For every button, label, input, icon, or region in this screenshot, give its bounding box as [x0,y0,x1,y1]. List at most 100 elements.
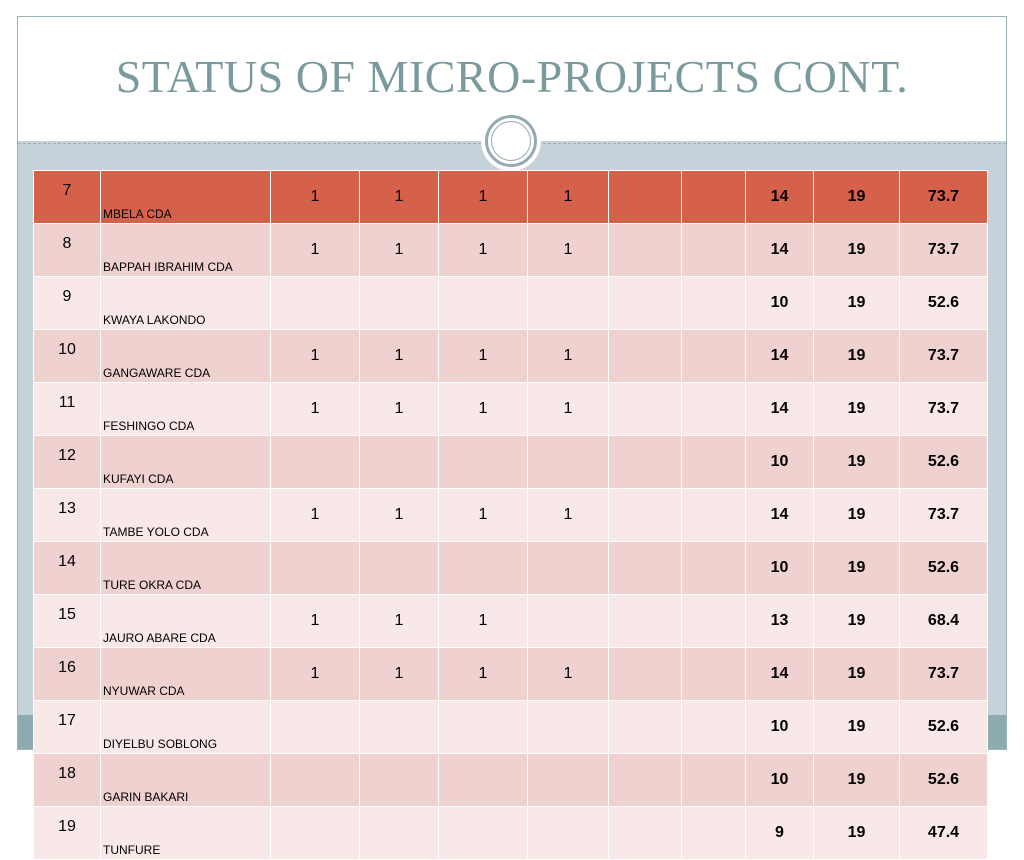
row-number-cell: 16 [33,647,101,701]
row-number-cell: 18 [33,753,101,807]
total-score-cell: 13 [745,594,814,648]
criterion-4-cell [527,435,609,489]
project-name-cell: KUFAYI CDA [100,435,271,489]
criterion-4-cell: 1 [527,382,609,436]
total-score-cell: 10 [745,435,814,489]
project-name-cell: TURE OKRA CDA [100,541,271,595]
criterion-2-cell: 1 [359,488,439,542]
criterion-6-cell [681,541,746,595]
project-name-cell: TAMBE YOLO CDA [100,488,271,542]
criterion-1-cell: 1 [270,382,360,436]
total-score-cell: 14 [745,647,814,701]
project-name-cell: JAURO ABARE CDA [100,594,271,648]
criterion-1-cell [270,806,360,860]
criterion-2-cell [359,700,439,754]
criterion-1-cell [270,700,360,754]
criterion-4-cell: 1 [527,329,609,383]
table-row: 15 JAURO ABARE CDA 1 1 1 13 19 68.4 [33,594,988,648]
criterion-6-cell [681,647,746,701]
criterion-3-cell [438,753,528,807]
table-row: 16 NYUWAR CDA 1 1 1 1 14 19 73.7 [33,647,988,701]
row-number-cell: 14 [33,541,101,595]
criterion-5-cell [608,647,682,701]
criterion-3-cell [438,806,528,860]
percentage-cell: 47.4 [899,806,988,860]
table-row: 7 MBELA CDA 1 1 1 1 14 19 73.7 [33,170,988,224]
criterion-2-cell [359,435,439,489]
project-name-cell: KWAYA LAKONDO [100,276,271,330]
row-number-cell: 12 [33,435,101,489]
row-number-cell: 11 [33,382,101,436]
criterion-3-cell [438,541,528,595]
max-score-cell: 19 [813,541,900,595]
criterion-2-cell: 1 [359,329,439,383]
criterion-1-cell: 1 [270,594,360,648]
criterion-6-cell [681,223,746,277]
criterion-3-cell: 1 [438,382,528,436]
circle-ornament-inner [491,121,531,161]
criterion-1-cell: 1 [270,329,360,383]
percentage-cell: 52.6 [899,435,988,489]
criterion-1-cell [270,753,360,807]
table-row: 10 GANGAWARE CDA 1 1 1 1 14 19 73.7 [33,329,988,383]
row-number-cell: 10 [33,329,101,383]
criterion-4-cell [527,700,609,754]
criterion-2-cell [359,276,439,330]
max-score-cell: 19 [813,223,900,277]
table-row: 8 BAPPAH IBRAHIM CDA 1 1 1 1 14 19 73.7 [33,223,988,277]
percentage-cell: 73.7 [899,488,988,542]
row-number-cell: 9 [33,276,101,330]
criterion-4-cell: 1 [527,488,609,542]
criterion-5-cell [608,541,682,595]
micro-projects-table: 7 MBELA CDA 1 1 1 1 14 19 73.7 8 BAPPAH IBRAHIM CD… [33,170,988,860]
criterion-6-cell [681,329,746,383]
max-score-cell: 19 [813,276,900,330]
percentage-cell: 73.7 [899,382,988,436]
criterion-1-cell [270,541,360,595]
row-number-cell: 19 [33,806,101,860]
criterion-1-cell [270,276,360,330]
criterion-5-cell [608,700,682,754]
table-row: 14 TURE OKRA CDA 10 19 52.6 [33,541,988,595]
criterion-2-cell [359,541,439,595]
total-score-cell: 10 [745,541,814,595]
criterion-1-cell: 1 [270,223,360,277]
criterion-5-cell [608,806,682,860]
table-row: 18 GARIN BAKARI 10 19 52.6 [33,753,988,807]
max-score-cell: 19 [813,329,900,383]
percentage-cell: 52.6 [899,276,988,330]
criterion-1-cell: 1 [270,647,360,701]
criterion-5-cell [608,276,682,330]
percentage-cell: 73.7 [899,223,988,277]
criterion-3-cell: 1 [438,329,528,383]
criterion-3-cell [438,435,528,489]
criterion-4-cell [527,541,609,595]
max-score-cell: 19 [813,488,900,542]
table-row: 12 KUFAYI CDA 10 19 52.6 [33,435,988,489]
criterion-2-cell [359,753,439,807]
project-name-cell: BAPPAH IBRAHIM CDA [100,223,271,277]
criterion-4-cell [527,594,609,648]
criterion-2-cell: 1 [359,223,439,277]
criterion-5-cell [608,382,682,436]
max-score-cell: 19 [813,753,900,807]
criterion-6-cell [681,435,746,489]
criterion-6-cell [681,594,746,648]
max-score-cell: 19 [813,594,900,648]
percentage-cell: 52.6 [899,541,988,595]
max-score-cell: 19 [813,806,900,860]
criterion-2-cell [359,806,439,860]
criterion-5-cell [608,329,682,383]
table-row: 17 DIYELBU SOBLONG 10 19 52.6 [33,700,988,754]
criterion-5-cell [608,223,682,277]
criterion-2-cell: 1 [359,170,439,224]
max-score-cell: 19 [813,382,900,436]
criterion-5-cell [608,435,682,489]
criterion-3-cell: 1 [438,223,528,277]
criterion-4-cell [527,806,609,860]
criterion-3-cell: 1 [438,170,528,224]
criterion-1-cell: 1 [270,170,360,224]
criterion-2-cell: 1 [359,382,439,436]
percentage-cell: 73.7 [899,329,988,383]
total-score-cell: 14 [745,170,814,224]
